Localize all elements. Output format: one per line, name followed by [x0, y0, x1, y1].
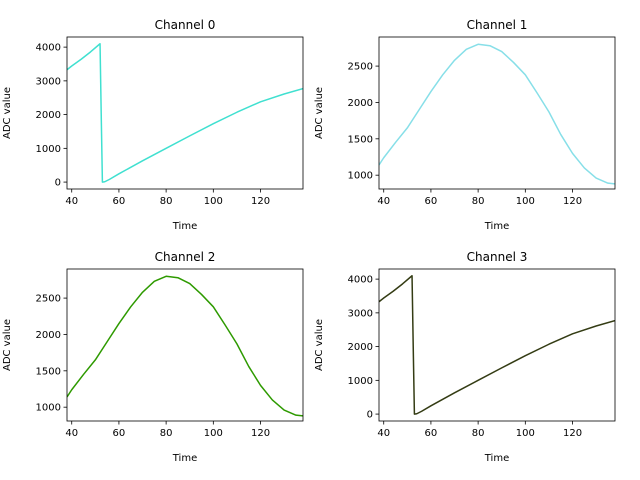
axes-frame	[378, 268, 616, 422]
x-tick-label: 80	[472, 196, 485, 207]
y-tick-label: 0	[367, 410, 373, 421]
x-tick-label: 60	[425, 428, 438, 439]
series-line	[67, 275, 303, 417]
x-tick-label: 60	[113, 428, 126, 439]
y-tick-label: 3000	[36, 76, 61, 87]
y-axis-label: ADC value	[314, 319, 325, 371]
y-tick-label: 3000	[348, 308, 373, 319]
x-tick-label: 60	[113, 196, 126, 207]
x-tick-label: 80	[472, 428, 485, 439]
chart-title: Channel 2	[155, 250, 216, 264]
x-tick-label: 120	[563, 196, 582, 207]
y-tick-label: 2000	[348, 98, 373, 109]
x-axis-label: Time	[484, 221, 509, 232]
y-tick-label: 1000	[36, 403, 61, 414]
subplot-1: 40 60 80 100 120 1000 1500 2000 2500 Channel 1 Tim…	[314, 18, 616, 232]
x-tick-label: 60	[425, 196, 438, 207]
x-tick-label: 40	[65, 428, 78, 439]
y-tick-label: 0	[55, 178, 61, 189]
y-tick-label: 2500	[348, 62, 373, 73]
chart-title: Channel 0	[155, 18, 216, 32]
y-tick-label: 2000	[36, 110, 61, 121]
y-axis-label: ADC value	[2, 319, 13, 371]
subplot-2: 40 60 80 100 120 1000 1500 2000 2500 Channel 2 Tim…	[2, 250, 304, 464]
y-axis-label: ADC value	[314, 87, 325, 139]
x-tick-label: 40	[377, 196, 390, 207]
y-tick-label: 2000	[36, 330, 61, 341]
y-tick-label: 1000	[36, 144, 61, 155]
chart-title: Channel 1	[467, 18, 528, 32]
x-tick-label: 40	[65, 196, 78, 207]
x-tick-label: 100	[516, 428, 535, 439]
series-line	[379, 43, 615, 185]
series-line	[67, 43, 303, 183]
x-tick-label: 120	[251, 196, 270, 207]
y-tick-label: 4000	[36, 43, 61, 54]
y-tick-label: 1500	[348, 134, 373, 145]
subplot-3: 40 60 80 100 120 0 1000 2000 3000 4000 Channel 3 Ti…	[314, 250, 616, 464]
x-axis-label: Time	[484, 453, 509, 464]
x-axis-label: Time	[172, 221, 197, 232]
chart-title: Channel 3	[467, 250, 528, 264]
y-tick-label: 1000	[348, 376, 373, 387]
y-tick-label: 2000	[348, 342, 373, 353]
x-tick-label: 100	[204, 428, 223, 439]
x-tick-label: 120	[251, 428, 270, 439]
y-axis-label: ADC value	[2, 87, 13, 139]
x-tick-label: 100	[204, 196, 223, 207]
axes-frame	[378, 36, 616, 190]
x-tick-label: 100	[516, 196, 535, 207]
x-tick-label: 40	[377, 428, 390, 439]
x-tick-label: 80	[160, 196, 173, 207]
y-tick-label: 1500	[36, 366, 61, 377]
y-tick-label: 4000	[348, 275, 373, 286]
axes-frame	[66, 36, 304, 190]
series-line	[379, 275, 615, 415]
y-tick-label: 1000	[348, 171, 373, 182]
y-tick-label: 2500	[36, 294, 61, 305]
x-tick-label: 120	[563, 428, 582, 439]
axes-frame	[66, 268, 304, 422]
x-tick-label: 80	[160, 428, 173, 439]
x-axis-label: Time	[172, 453, 197, 464]
subplot-0: 40 60 80 100 120 0 1000 2000 3000 4000 Channel 0 Ti…	[2, 18, 304, 232]
